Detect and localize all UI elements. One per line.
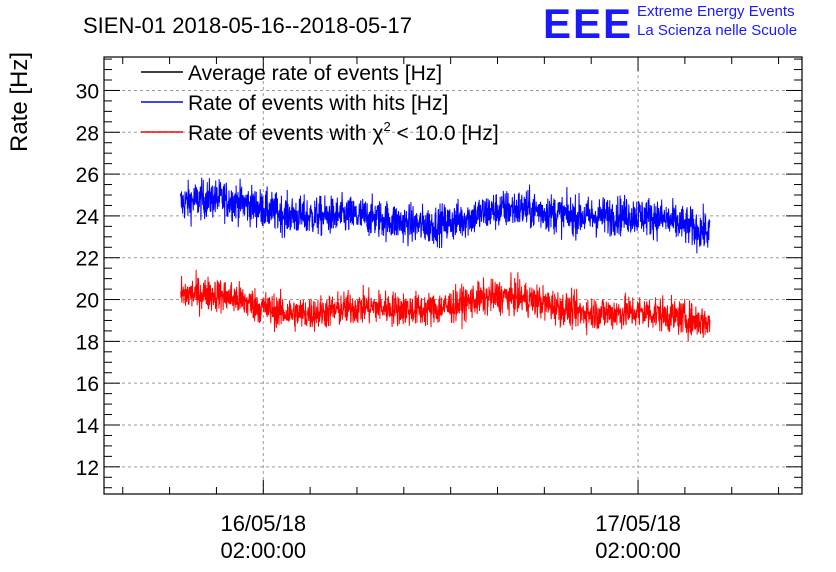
legend-chi2-symbol: χ: [372, 122, 383, 145]
legend-label-chi2: Rate of events with χ2 < 10.0 [Hz]: [188, 119, 499, 145]
series-line-2: [180, 269, 711, 341]
y-tick-label: 28: [76, 122, 99, 145]
y-tick-label: 18: [76, 331, 99, 354]
y-tick-label: 22: [76, 248, 99, 271]
y-tick-label: 14: [76, 415, 100, 438]
x-tick-label-time: 02:00:00: [220, 538, 306, 563]
x-tick-label-date: 17/05/18: [595, 511, 681, 536]
y-tick-label: 12: [76, 457, 99, 480]
eee-logo-mark: EEE: [543, 0, 634, 47]
eee-logo-line1: Extreme Energy Events: [637, 3, 795, 20]
axes: 1214161820222426283016/05/1802:00:0017/0…: [76, 57, 802, 563]
chart-title: SIEN-01 2018-05-16--2018-05-17: [83, 13, 412, 38]
y-tick-label: 30: [76, 80, 99, 103]
x-tick-label-date: 16/05/18: [220, 511, 306, 536]
x-tick-label-time: 02:00:00: [595, 538, 681, 563]
legend-chi2-prefix: Rate of events with: [188, 122, 372, 145]
eee-logo: EEE Extreme Energy Events La Scienza nel…: [543, 2, 833, 46]
legend-label-hits: Rate of events with hits [Hz]: [188, 92, 448, 115]
series-line-1: [180, 177, 711, 254]
y-tick-label: 24: [76, 206, 100, 229]
legend-chi2-suffix: < 10.0 [Hz]: [391, 122, 499, 145]
legend-label-average: Average rate of events [Hz]: [188, 62, 442, 85]
series-group: [180, 177, 711, 341]
eee-logo-line2: La Scienza nelle Scuole: [637, 22, 798, 39]
legend-chi2-sup: 2: [383, 119, 390, 134]
y-tick-label: 20: [76, 290, 99, 313]
eee-logo-text: Extreme Energy Events La Scienza nelle S…: [637, 2, 797, 40]
y-axis-label: Rate [Hz]: [6, 52, 33, 152]
plot-frame: [103, 56, 803, 495]
legend: Average rate of events [Hz] Rate of even…: [141, 62, 499, 145]
y-tick-label: 26: [76, 164, 99, 187]
y-tick-label: 16: [76, 373, 99, 396]
